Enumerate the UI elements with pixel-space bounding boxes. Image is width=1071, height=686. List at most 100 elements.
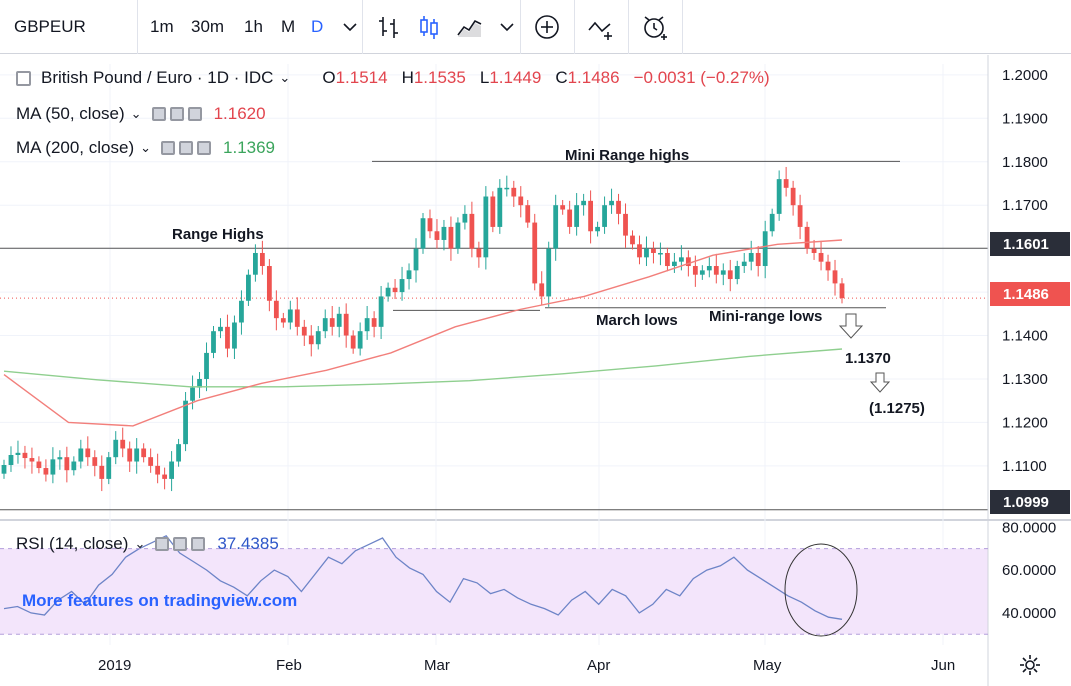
eye-icon[interactable] bbox=[161, 141, 176, 155]
candle bbox=[581, 200, 587, 206]
candle bbox=[741, 261, 747, 267]
area-chart-icon[interactable] bbox=[454, 12, 484, 42]
candle bbox=[92, 457, 98, 466]
indicator-controls[interactable] bbox=[161, 141, 215, 155]
symbol-search-button[interactable]: GBPEUR bbox=[14, 17, 86, 36]
chevron-down-icon[interactable] bbox=[335, 12, 365, 42]
ma200-line bbox=[3, 348, 843, 388]
candle bbox=[476, 248, 482, 258]
candle bbox=[259, 252, 265, 267]
candle bbox=[399, 279, 405, 293]
chevron-down-icon[interactable]: ⌄ bbox=[279, 70, 291, 85]
toolbar-divider bbox=[137, 0, 138, 54]
candle bbox=[706, 266, 712, 271]
candle bbox=[155, 465, 161, 475]
eye-icon[interactable] bbox=[155, 537, 170, 551]
price-tick-label: 1.1800 bbox=[1002, 154, 1048, 171]
candle bbox=[357, 331, 363, 349]
candle bbox=[692, 266, 698, 275]
price-tick-label: 1.1200 bbox=[1002, 414, 1048, 431]
candle bbox=[525, 205, 531, 223]
chevron-down-icon[interactable] bbox=[492, 12, 522, 42]
candle bbox=[329, 318, 335, 327]
candle bbox=[106, 457, 112, 479]
candle bbox=[322, 318, 328, 332]
candle bbox=[232, 322, 237, 349]
close-icon[interactable] bbox=[187, 107, 202, 121]
candle bbox=[15, 452, 21, 456]
eye-icon[interactable] bbox=[151, 107, 166, 121]
rsi-tick-label: 80.0000 bbox=[1002, 519, 1056, 536]
candle bbox=[797, 205, 803, 227]
interval-1m-button[interactable]: 1m bbox=[150, 17, 174, 36]
candle bbox=[50, 459, 56, 475]
compare-icon[interactable] bbox=[586, 12, 616, 42]
rsi-tick-label: 60.0000 bbox=[1002, 562, 1056, 579]
rsi-axis[interactable]: 80.0000 60.0000 40.0000 bbox=[0, 519, 1056, 635]
candle bbox=[490, 196, 496, 227]
bar-chart-icon[interactable] bbox=[374, 12, 404, 42]
interval-30m-button[interactable]: 30m bbox=[191, 17, 225, 36]
price-axis[interactable]: 1.20001.19001.18001.17001.16001.15001.14… bbox=[987, 55, 1048, 686]
ma200-legend[interactable]: MA (200, close) ⌄ 1.1369 bbox=[16, 138, 276, 157]
chart-title: British Pound / Euro · 1D · IDC bbox=[41, 68, 274, 87]
chevron-down-icon[interactable]: ⌄ bbox=[134, 536, 146, 551]
gear-icon[interactable] bbox=[1018, 653, 1042, 677]
mini-range-lows-label: Mini-range lows bbox=[709, 308, 823, 325]
gear-icon[interactable] bbox=[169, 107, 184, 121]
candle bbox=[497, 187, 503, 227]
gear-icon[interactable] bbox=[173, 537, 188, 551]
candle bbox=[713, 266, 719, 275]
target-2-label: (1.1275) bbox=[869, 400, 925, 417]
candle bbox=[546, 248, 552, 297]
candle bbox=[343, 313, 349, 336]
collapse-icon[interactable] bbox=[16, 70, 31, 86]
interval-month-button[interactable]: M bbox=[281, 17, 296, 36]
ma200-value: 1.1369 bbox=[223, 138, 276, 157]
close-icon[interactable] bbox=[191, 537, 206, 551]
candle bbox=[518, 196, 524, 206]
candle bbox=[434, 231, 440, 240]
mini-range-highs-label: Mini Range highs bbox=[565, 147, 690, 164]
rsi-legend[interactable]: RSI (14, close) ⌄ 37.4385 bbox=[16, 534, 279, 553]
candle bbox=[57, 457, 63, 460]
ma50-legend[interactable]: MA (50, close) ⌄ 1.1620 bbox=[16, 104, 266, 123]
level-lines bbox=[0, 160, 988, 511]
alert-icon[interactable] bbox=[640, 12, 670, 42]
candle bbox=[678, 257, 684, 262]
candle bbox=[148, 457, 154, 466]
gear-icon[interactable] bbox=[179, 141, 194, 155]
candle bbox=[8, 455, 14, 465]
candle bbox=[511, 187, 517, 197]
candle bbox=[734, 266, 740, 280]
chevron-down-icon[interactable]: ⌄ bbox=[140, 140, 152, 155]
candle bbox=[99, 465, 105, 479]
candles-icon[interactable] bbox=[414, 12, 444, 42]
indicator-controls[interactable] bbox=[151, 107, 206, 121]
add-indicator-icon[interactable] bbox=[532, 12, 562, 42]
watermark[interactable]: More features on tradingview.com bbox=[22, 591, 298, 610]
candle bbox=[253, 252, 258, 275]
candle bbox=[602, 205, 607, 227]
interval-day-button[interactable]: D bbox=[311, 17, 324, 36]
candle bbox=[776, 179, 782, 214]
candle bbox=[818, 252, 824, 262]
candle bbox=[85, 448, 91, 458]
candle bbox=[623, 213, 628, 236]
candle bbox=[190, 387, 195, 401]
time-axis[interactable]: 2019 Feb Mar Apr May Jun bbox=[98, 657, 955, 674]
chart-canvas[interactable]: 1.20001.19001.18001.17001.16001.15001.14… bbox=[0, 55, 1071, 686]
candle bbox=[371, 318, 377, 327]
chevron-down-icon[interactable]: ⌄ bbox=[130, 106, 142, 121]
close-value: 1.1486 bbox=[567, 68, 620, 87]
interval-1h-button[interactable]: 1h bbox=[244, 17, 263, 36]
indicator-controls[interactable] bbox=[155, 537, 209, 551]
candle bbox=[755, 252, 761, 267]
candle bbox=[225, 326, 230, 349]
candle bbox=[804, 226, 810, 249]
toolbar-divider bbox=[574, 0, 575, 54]
candle bbox=[839, 283, 845, 299]
candle bbox=[651, 248, 656, 253]
close-icon[interactable] bbox=[197, 141, 212, 155]
open-value: 1.1514 bbox=[335, 68, 388, 87]
